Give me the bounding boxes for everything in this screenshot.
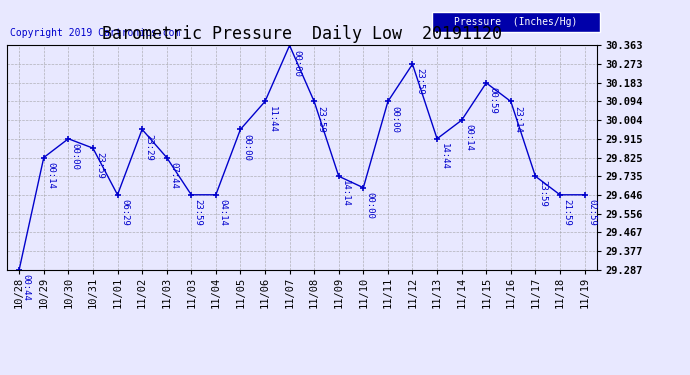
Text: 23:29: 23:29 <box>144 134 154 160</box>
Text: 00:44: 00:44 <box>21 274 30 301</box>
Text: 06:29: 06:29 <box>120 199 129 226</box>
Text: 00:59: 00:59 <box>489 87 497 114</box>
Text: 00:14: 00:14 <box>46 162 55 189</box>
Text: 23:59: 23:59 <box>194 199 203 226</box>
Text: 04:14: 04:14 <box>218 199 227 226</box>
Text: 00:00: 00:00 <box>391 106 400 132</box>
Text: 23:14: 23:14 <box>513 106 522 132</box>
Text: 23:59: 23:59 <box>95 152 104 179</box>
FancyBboxPatch shape <box>432 12 600 32</box>
Text: 23:59: 23:59 <box>415 68 424 95</box>
Text: 23:59: 23:59 <box>317 106 326 132</box>
Text: 00:14: 00:14 <box>464 124 473 151</box>
Title: Barometric Pressure  Daily Low  20191120: Barometric Pressure Daily Low 20191120 <box>102 26 502 44</box>
Text: 00:00: 00:00 <box>366 192 375 219</box>
Text: 02:59: 02:59 <box>587 199 596 226</box>
Text: 00:00: 00:00 <box>71 143 80 170</box>
Text: 14:14: 14:14 <box>341 180 351 207</box>
Text: 11:44: 11:44 <box>268 106 277 132</box>
Text: 21:59: 21:59 <box>562 199 571 226</box>
Text: 23:59: 23:59 <box>538 180 547 207</box>
Text: 07:44: 07:44 <box>169 162 178 189</box>
Text: 00:00: 00:00 <box>292 50 301 76</box>
Text: 00:00: 00:00 <box>243 134 252 160</box>
Text: 14:44: 14:44 <box>440 143 449 170</box>
Text: Pressure  (Inches/Hg): Pressure (Inches/Hg) <box>454 17 578 27</box>
Text: Copyright 2019 Cartronics.com: Copyright 2019 Cartronics.com <box>10 28 180 38</box>
